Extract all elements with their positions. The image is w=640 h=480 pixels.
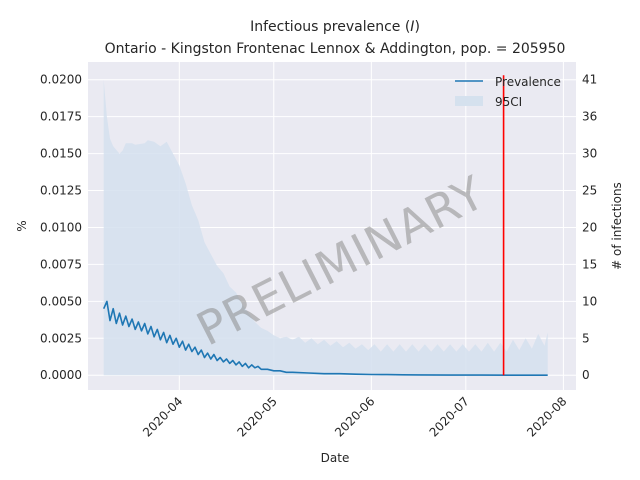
x-tick-label: 2020-04 [140, 394, 185, 439]
x-axis-label: Date [321, 451, 350, 465]
y-tick-label-right: 41 [582, 73, 597, 87]
y-tick-label-right: 0 [582, 368, 590, 382]
x-tick-label: 2020-05 [235, 394, 280, 439]
chart-title: Infectious prevalence (I) [250, 19, 420, 35]
y-tick-label-left: 0.0075 [40, 257, 82, 271]
x-axis-ticks: 2020-04 2020-05 2020-06 2020-07 2020-08 [140, 394, 569, 439]
legend-prevalence-label: Prevalence [495, 75, 561, 89]
y-tick-label-left: 0.0100 [40, 220, 82, 234]
y-axis-right-ticks: 0 5 10 15 20 25 30 36 41 [582, 73, 597, 382]
y-tick-label-right: 10 [582, 294, 597, 308]
y-tick-label-right: 15 [582, 257, 597, 271]
y-tick-label-left: 0.0175 [40, 110, 82, 124]
y-tick-label-right: 20 [582, 220, 597, 234]
y-tick-label-right: 30 [582, 147, 597, 161]
x-tick-label: 2020-06 [332, 394, 377, 439]
y-axis-label-right: # of infections [610, 182, 624, 270]
y-tick-label-right: 25 [582, 184, 597, 198]
y-tick-label-left: 0.0025 [40, 331, 82, 345]
y-tick-label-left: 0.0050 [40, 294, 82, 308]
x-tick-label: 2020-07 [427, 394, 472, 439]
y-tick-label-right: 36 [582, 110, 597, 124]
y-tick-label-left: 0.0000 [40, 368, 82, 382]
chart-subtitle: Ontario - Kingston Frontenac Lennox & Ad… [105, 41, 566, 57]
legend-95ci-label: 95CI [495, 95, 522, 109]
y-tick-label-left: 0.0200 [40, 73, 82, 87]
y-tick-label-left: 0.0125 [40, 184, 82, 198]
y-tick-label-left: 0.0150 [40, 147, 82, 161]
x-tick-label: 2020-08 [524, 394, 569, 439]
legend-95ci-swatch [455, 96, 483, 106]
y-axis-left-ticks: 0.0000 0.0025 0.0050 0.0075 0.0100 0.0125 0.01… [40, 73, 82, 382]
y-axis-label-left: % [15, 220, 29, 231]
y-tick-label-right: 5 [582, 331, 590, 345]
